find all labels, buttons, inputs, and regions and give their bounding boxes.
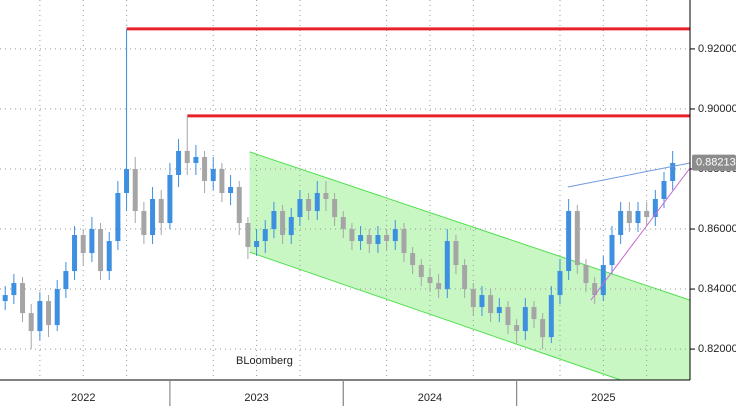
- y-tick-label: 0.86000: [698, 223, 736, 235]
- candle-body: [54, 289, 60, 326]
- candle-body: [670, 162, 676, 181]
- candle-body: [80, 235, 86, 254]
- background-layer: [0, 0, 691, 381]
- candle-body: [314, 193, 320, 212]
- candle-body: [522, 307, 528, 332]
- y-tick-label: 0.90000: [698, 103, 736, 115]
- candle-body: [358, 235, 364, 242]
- candle-body: [574, 211, 580, 266]
- candle-body: [323, 193, 329, 200]
- candle-body: [375, 235, 381, 245]
- candle-body: [635, 211, 641, 224]
- candle-body: [2, 295, 8, 302]
- candle-body: [280, 211, 286, 236]
- candle-body: [340, 217, 346, 230]
- candle-body: [592, 283, 598, 296]
- candle-body: [418, 265, 424, 278]
- x-tick-label: 2022: [71, 392, 95, 404]
- candle-body: [63, 271, 69, 290]
- trend-line: [590, 167, 691, 301]
- candle-body: [444, 241, 450, 290]
- candle-body: [410, 253, 416, 266]
- candle-body: [271, 211, 277, 230]
- candle-body: [288, 217, 294, 236]
- candle-body: [644, 211, 650, 218]
- candle-body: [72, 235, 78, 272]
- y-tick-label: 0.82000: [698, 343, 736, 355]
- source-label: BLoomberg: [236, 355, 293, 367]
- candle-body: [150, 199, 156, 236]
- candle-body: [392, 229, 398, 242]
- channel-line: [249, 251, 621, 381]
- candle-body: [176, 150, 182, 175]
- candle-body: [349, 229, 355, 242]
- candle-body: [661, 180, 667, 200]
- candle-body: [470, 289, 476, 308]
- candle-body: [89, 229, 95, 254]
- last-price-label: 0.88213: [696, 157, 736, 169]
- candle-body: [401, 229, 407, 254]
- candle-body: [462, 265, 468, 290]
- candle-body: [618, 211, 624, 236]
- channel-line: [249, 151, 691, 301]
- candle-body: [600, 265, 606, 296]
- candle-body: [262, 229, 268, 242]
- candle-body: [184, 150, 190, 163]
- candle-body: [609, 235, 615, 266]
- candle-body: [46, 301, 52, 326]
- channel-fill: [249, 151, 690, 380]
- candle-body: [453, 241, 459, 266]
- candle-body: [20, 283, 26, 314]
- candle-body: [583, 265, 589, 284]
- candle-body: [479, 295, 485, 308]
- candle-body: [158, 199, 164, 224]
- candle-body: [98, 229, 104, 272]
- candle-body: [297, 199, 303, 218]
- candle-body: [254, 241, 260, 248]
- candle-body: [245, 223, 251, 248]
- candle-body: [202, 156, 208, 181]
- candle-body: [167, 174, 173, 224]
- candle-body: [115, 193, 121, 242]
- trend-line: [567, 162, 691, 188]
- candle-body: [210, 168, 216, 181]
- candle-body: [626, 211, 632, 224]
- candle-body: [566, 211, 572, 272]
- candle-body: [141, 211, 147, 236]
- candle-body: [219, 168, 225, 194]
- candle-body: [384, 235, 390, 242]
- candle-body: [332, 199, 338, 218]
- candle-body: [106, 241, 112, 272]
- candle-body: [557, 271, 563, 296]
- candle-body: [124, 168, 130, 194]
- candle-body: [306, 199, 312, 212]
- candle-body: [652, 199, 658, 218]
- candle-body: [514, 325, 520, 332]
- candle-body: [540, 319, 546, 338]
- candle-body: [228, 186, 234, 194]
- x-tick-label: 2023: [244, 392, 268, 404]
- x-tick-label: 2025: [591, 392, 615, 404]
- candle-body: [427, 277, 433, 284]
- candle-body: [132, 168, 138, 212]
- y-tick-label: 0.84000: [698, 283, 736, 295]
- candle-body: [548, 295, 554, 338]
- candle-body: [496, 307, 502, 314]
- x-tick-label: 2024: [418, 392, 442, 404]
- candle-body: [436, 283, 442, 290]
- candle-body: [505, 307, 511, 326]
- candle-body: [193, 156, 199, 163]
- candle-body: [488, 295, 494, 314]
- candle-body: [11, 283, 17, 296]
- candle-body: [236, 186, 242, 224]
- candle-body: [37, 301, 43, 332]
- candle-body: [366, 235, 372, 245]
- candle-body: [531, 307, 537, 320]
- y-tick-label: 0.92000: [698, 43, 736, 55]
- last-price-box: [692, 154, 736, 171]
- candle-body: [28, 313, 34, 332]
